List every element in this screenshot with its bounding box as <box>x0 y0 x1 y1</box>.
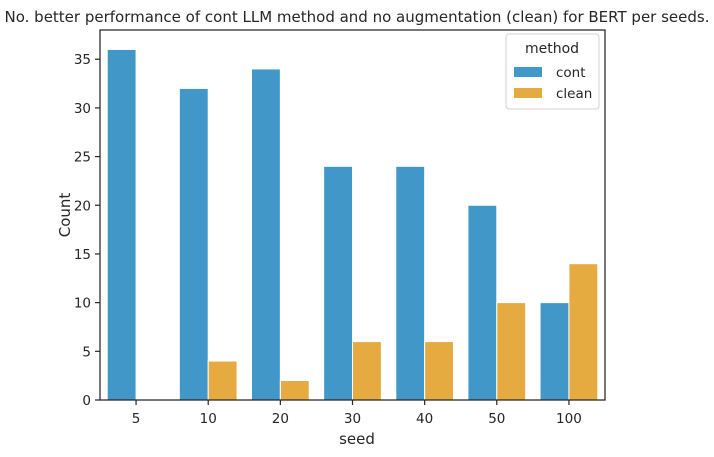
bar-clean-30 <box>352 341 382 401</box>
bar-cont-100 <box>539 302 570 401</box>
bar-cont-20 <box>251 68 281 401</box>
plot-area <box>106 48 599 401</box>
bar-clean-10 <box>207 360 238 401</box>
bar-clean-20 <box>279 380 310 401</box>
legend-swatch-clean <box>514 88 542 98</box>
bar-clean-40 <box>424 341 454 401</box>
y-tick-label: 30 <box>74 101 91 117</box>
y-tick-label: 10 <box>74 296 91 312</box>
x-tick-label: 50 <box>488 411 505 427</box>
legend-label-cont: cont <box>556 65 586 81</box>
legend-label-clean: clean <box>556 86 592 102</box>
y-tick-label: 0 <box>82 393 91 409</box>
bar-cont-30 <box>323 165 353 401</box>
x-axis-label: seed <box>339 430 375 448</box>
bar-cont-50 <box>467 204 498 401</box>
bar-cont-40 <box>395 165 426 401</box>
x-tick-label: 30 <box>344 411 361 427</box>
y-tick-label: 25 <box>74 150 91 166</box>
chart-title: No. better performance of cont LLM metho… <box>5 8 710 26</box>
y-tick-label: 35 <box>74 52 91 68</box>
legend-title: method <box>525 41 579 57</box>
legend: method cont clean <box>505 33 600 110</box>
bar-cont-10 <box>178 87 209 401</box>
x-tick-label: 40 <box>416 411 433 427</box>
legend-swatch-cont <box>514 67 542 77</box>
bar-clean-50 <box>496 302 527 401</box>
bar-clean-100 <box>568 263 599 401</box>
y-tick-label: 20 <box>74 198 91 214</box>
x-tick-label: 10 <box>200 411 217 427</box>
x-tick-label: 100 <box>556 411 582 427</box>
x-axis: 5 10 20 30 40 50 100 <box>132 400 582 427</box>
y-axis-label: Count <box>56 193 74 238</box>
y-tick-label: 15 <box>74 247 91 263</box>
y-axis: 0 5 10 15 20 25 30 35 <box>74 52 100 409</box>
x-tick-label: 20 <box>272 411 289 427</box>
bar-cont-5 <box>106 48 137 401</box>
y-tick-label: 5 <box>82 344 91 360</box>
x-tick-label: 5 <box>132 411 141 427</box>
